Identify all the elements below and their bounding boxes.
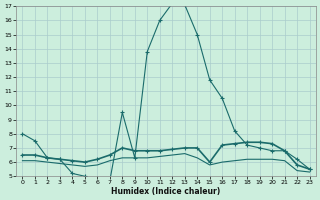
X-axis label: Humidex (Indice chaleur): Humidex (Indice chaleur): [111, 187, 221, 196]
